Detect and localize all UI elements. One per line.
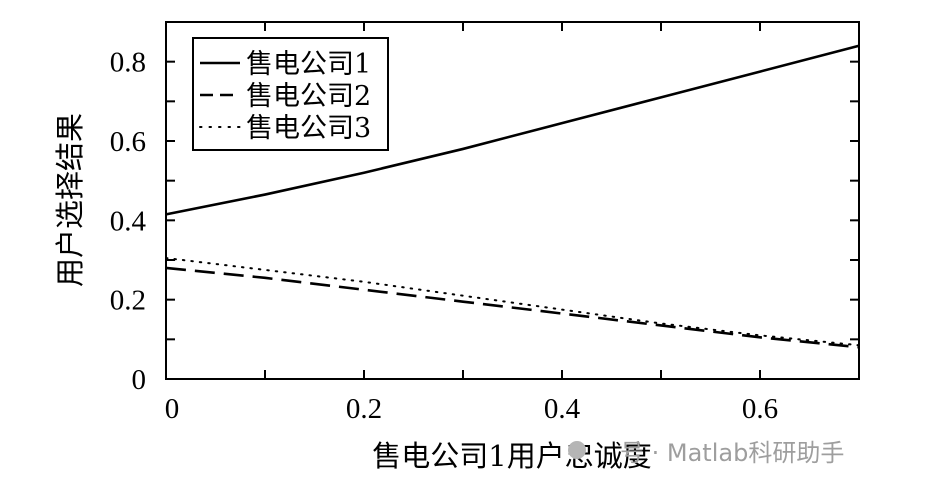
wechat-icon (568, 441, 586, 459)
series-line-1 (165, 44, 860, 216)
series-lines (165, 44, 860, 349)
legend-label-2: 售电公司2 (246, 81, 371, 112)
y-tick-label: 0 (132, 364, 147, 396)
plot-frame (165, 21, 860, 380)
axis-ticks (165, 22, 859, 380)
x-tick-label: 0.2 (346, 393, 382, 425)
y-tick-label: 0.2 (110, 285, 146, 317)
watermark-text: 号 · Matlab科研助手 (620, 438, 845, 467)
x-tick-label: 0 (165, 393, 180, 425)
y-tick-label: 0.6 (110, 126, 146, 158)
x-tick-label: 0.6 (742, 393, 778, 425)
legend-label-1: 售电公司1 (246, 49, 371, 80)
series-line-3 (165, 257, 860, 347)
legend-label-3: 售电公司3 (246, 113, 371, 144)
y-axis-title: 用户选择结果 (53, 113, 87, 287)
tick-labels: 0 0.2 0.4 0.6 0 0.2 0.4 0.6 0.8 (110, 47, 778, 425)
series-line-2 (165, 266, 860, 349)
y-tick-label: 0.8 (110, 47, 146, 79)
y-tick-label: 0.4 (110, 205, 147, 237)
watermark: 号 · Matlab科研助手 (568, 430, 844, 470)
x-tick-label: 0.4 (544, 393, 581, 425)
plot-area (165, 21, 860, 380)
x-axis-title: 售电公司1用户忠诚度 (372, 439, 651, 473)
